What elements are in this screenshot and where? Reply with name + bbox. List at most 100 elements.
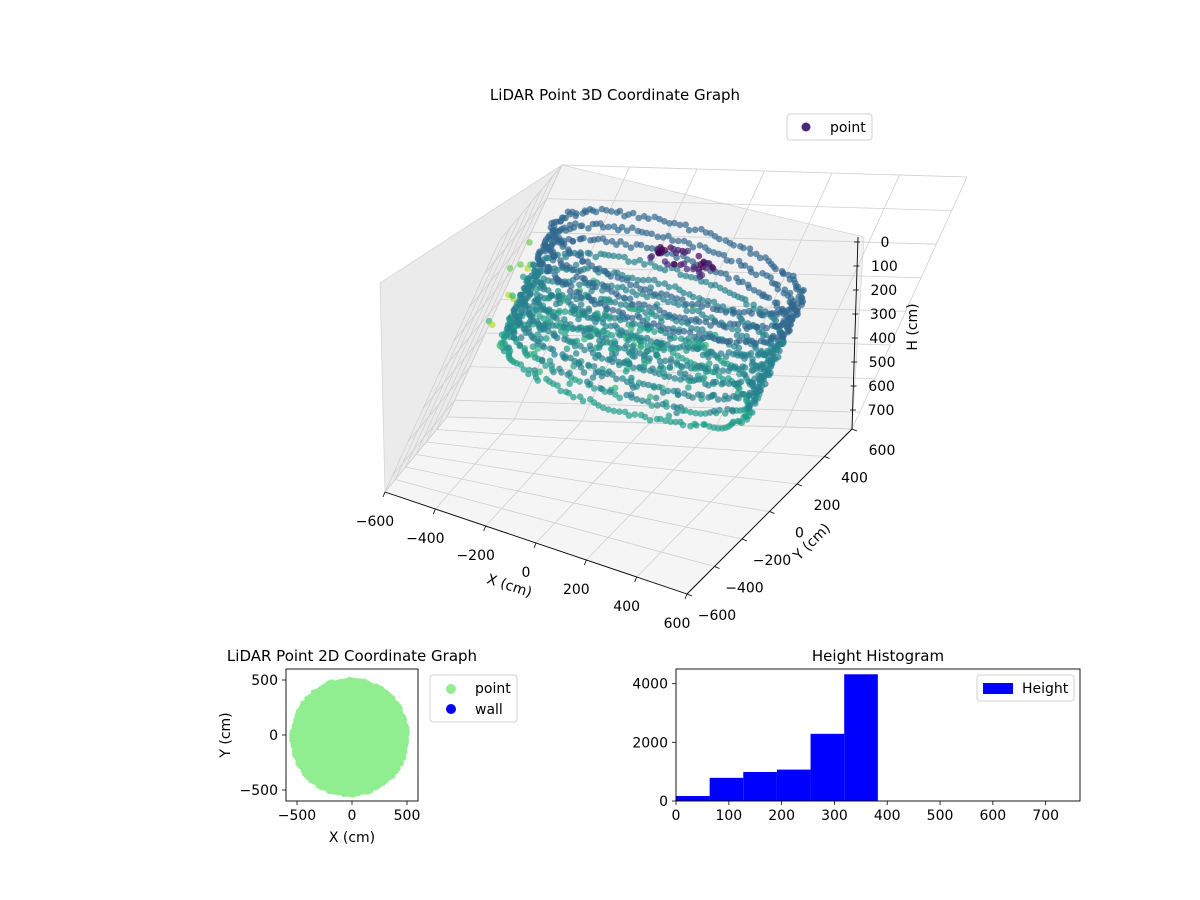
point-3d — [599, 224, 607, 231]
y-tick-label-2d: 500 — [251, 673, 278, 689]
point-3d — [634, 276, 642, 284]
point-3d — [610, 252, 617, 260]
point-3d — [779, 270, 787, 278]
point-3d — [634, 227, 642, 235]
point-3d — [714, 396, 722, 403]
x-tick-label-2d: 500 — [394, 808, 421, 824]
point-3d — [702, 318, 710, 326]
point-3d — [613, 209, 621, 216]
z-tick-label: 400 — [869, 331, 896, 347]
point-3d — [607, 273, 614, 280]
x-tick-label-hist: 200 — [768, 808, 795, 824]
point-3d — [687, 422, 694, 430]
point-3d — [710, 424, 718, 432]
point-3d — [725, 367, 732, 375]
point-3d — [585, 225, 592, 232]
point-3d — [646, 355, 653, 362]
point-3d — [585, 361, 592, 369]
point-3d — [680, 289, 687, 297]
point-3d — [567, 282, 575, 290]
point-3d — [623, 391, 630, 399]
point-3d — [625, 412, 633, 419]
grid-line — [415, 202, 532, 455]
point-3d — [680, 260, 688, 268]
x-tick-label: −200 — [456, 548, 494, 564]
point-3d — [587, 237, 594, 244]
grid-line — [425, 189, 542, 443]
point-3d — [670, 328, 677, 336]
point-3d — [572, 212, 579, 220]
point-3d — [635, 214, 642, 222]
y-tick — [824, 456, 830, 459]
scatter-2d-points — [289, 676, 410, 798]
point-3d — [577, 294, 584, 301]
y-tick — [796, 483, 803, 487]
histogram-title: Height Histogram — [812, 647, 944, 665]
grid-line — [436, 177, 553, 430]
point-3d — [563, 326, 570, 334]
point-3d — [557, 387, 564, 395]
point-3d — [696, 273, 704, 280]
point-3d — [555, 309, 562, 317]
point-3d — [671, 219, 678, 227]
point-3d — [762, 331, 769, 339]
grid-line — [469, 366, 876, 379]
x-axis-label-2d: X (cm) — [329, 830, 375, 846]
point-3d — [682, 221, 689, 228]
point-3d — [673, 409, 680, 417]
point-3d — [534, 345, 542, 352]
point-3d — [661, 309, 668, 317]
point-3d — [683, 265, 691, 273]
point-3d — [640, 367, 647, 374]
point-3d — [789, 315, 796, 323]
y-tick-label-2d: 0 — [269, 728, 278, 744]
y-tick — [741, 538, 748, 542]
point-3d — [636, 327, 644, 334]
point-3d — [576, 281, 583, 289]
point-3d — [615, 345, 622, 352]
point-3d — [732, 363, 739, 371]
point-3d — [702, 264, 710, 272]
point-3d — [704, 301, 711, 309]
point-3d — [595, 265, 603, 272]
point-3d — [699, 297, 706, 304]
point-3d — [722, 353, 730, 361]
point-3d — [653, 415, 661, 423]
point-3d — [617, 316, 624, 324]
point-3d — [579, 210, 587, 217]
point-3d — [734, 326, 742, 334]
point-3d — [685, 226, 693, 234]
point-3d — [619, 375, 626, 382]
x-tick — [483, 525, 487, 532]
histogram-bar — [776, 769, 811, 801]
point-3d — [600, 339, 607, 346]
point-3d — [603, 370, 611, 378]
point-3d — [700, 421, 707, 428]
grid-line — [784, 174, 900, 428]
point-3d — [642, 309, 649, 317]
point-3d — [664, 298, 672, 306]
point-3d — [629, 305, 636, 313]
point-3d — [633, 241, 640, 248]
x-tick-label-hist: 700 — [1032, 808, 1059, 824]
point-3d — [588, 262, 595, 270]
point-3d — [695, 376, 703, 383]
point-3d — [549, 256, 557, 264]
point-3d — [601, 312, 609, 320]
point-3d — [561, 308, 569, 316]
point-3d — [621, 212, 628, 220]
point-3d — [589, 220, 597, 228]
point-3d — [660, 324, 667, 332]
point-3d — [639, 276, 647, 284]
y-tick-label-hist: 0 — [659, 794, 668, 810]
x-tick-label: 600 — [664, 616, 691, 632]
point-3d — [655, 249, 663, 257]
point-3d — [673, 295, 681, 302]
point-3d — [667, 358, 675, 366]
point-3d — [573, 273, 580, 281]
point-3d — [576, 378, 583, 385]
point-3d — [577, 363, 585, 371]
point-3d — [496, 342, 504, 350]
point-3d — [729, 408, 736, 415]
y-tick — [769, 511, 775, 514]
